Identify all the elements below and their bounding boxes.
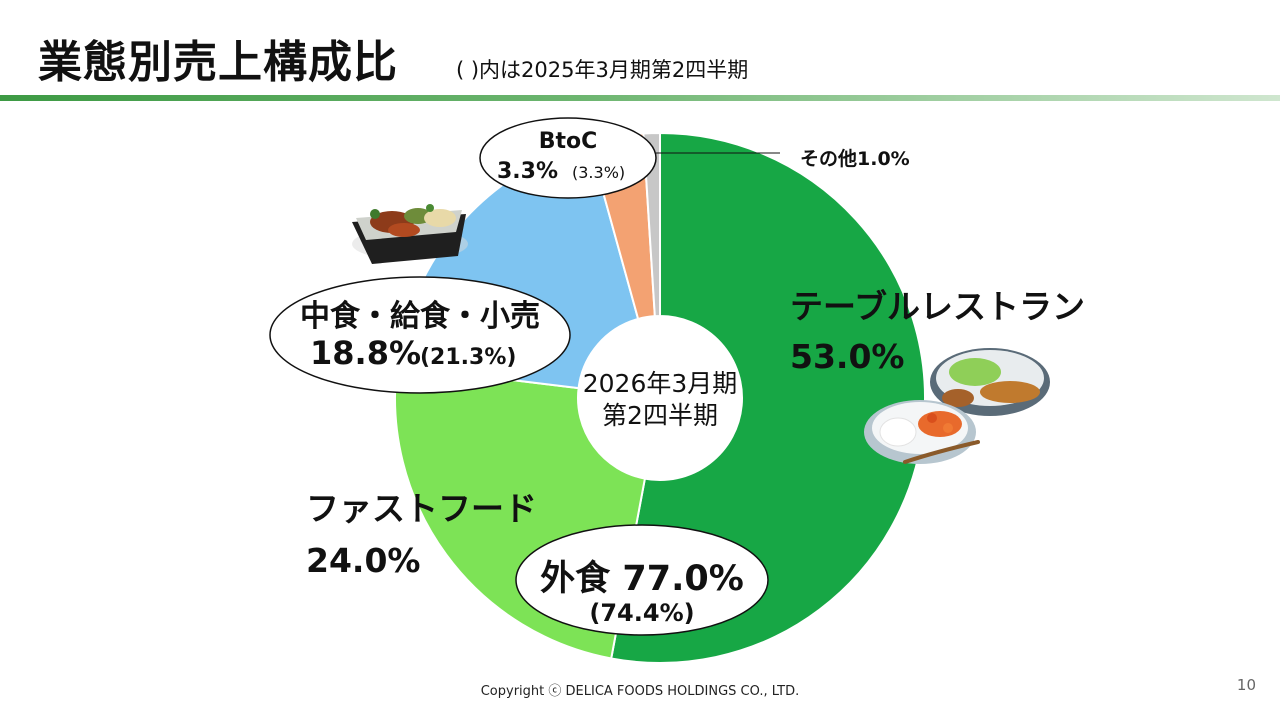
title-divider xyxy=(0,95,1280,101)
restaurant-photo xyxy=(864,348,1050,464)
label-nakashoku-prior: (21.3%) xyxy=(420,345,516,370)
label-other-name: その他 xyxy=(800,147,857,170)
label-nakashoku-value: 18.8% xyxy=(310,334,421,372)
label-btoc-prior: (3.3%) xyxy=(572,163,625,182)
label-other: その他1.0% xyxy=(800,147,910,170)
label-table-restaurant-value: 53.0% xyxy=(790,337,905,376)
label-fast-food-value: 24.0% xyxy=(306,541,421,580)
copyright-footer: Copyright ⓒ DELICA FOODS HOLDINGS CO., L… xyxy=(480,684,800,699)
label-gaishoku-name: 外食 xyxy=(540,558,611,599)
callout-nakashoku xyxy=(269,276,571,394)
page-number: 10 xyxy=(1236,676,1256,694)
label-btoc-value: 3.3% xyxy=(497,159,558,184)
page-title: 業態別売上構成比 xyxy=(38,37,398,88)
donut-hole xyxy=(578,316,742,480)
page-subtitle: ( )内は2025年3月期第2四半期 xyxy=(456,58,749,82)
label-fast-food-name: ファストフード xyxy=(306,489,537,528)
label-other-value: 1.0% xyxy=(857,148,910,170)
label-table-restaurant-name: テーブルレストラン xyxy=(790,287,1085,326)
center-label-line-1: 2026年3月期 xyxy=(583,369,738,398)
center-label-line-2: 第2四半期 xyxy=(602,401,718,430)
label-gaishoku-value: 77.0% xyxy=(622,559,743,599)
callout-gaishoku xyxy=(515,524,769,636)
bento-photo xyxy=(352,204,468,264)
label-gaishoku-prior: (74.4%) xyxy=(589,599,694,627)
label-nakashoku-name: 中食・給食・小売 xyxy=(300,299,540,334)
label-gaishoku-main: 外食 77.0% xyxy=(540,558,744,599)
label-btoc-name: BtoC xyxy=(539,129,598,154)
callout-btoc xyxy=(479,117,657,199)
